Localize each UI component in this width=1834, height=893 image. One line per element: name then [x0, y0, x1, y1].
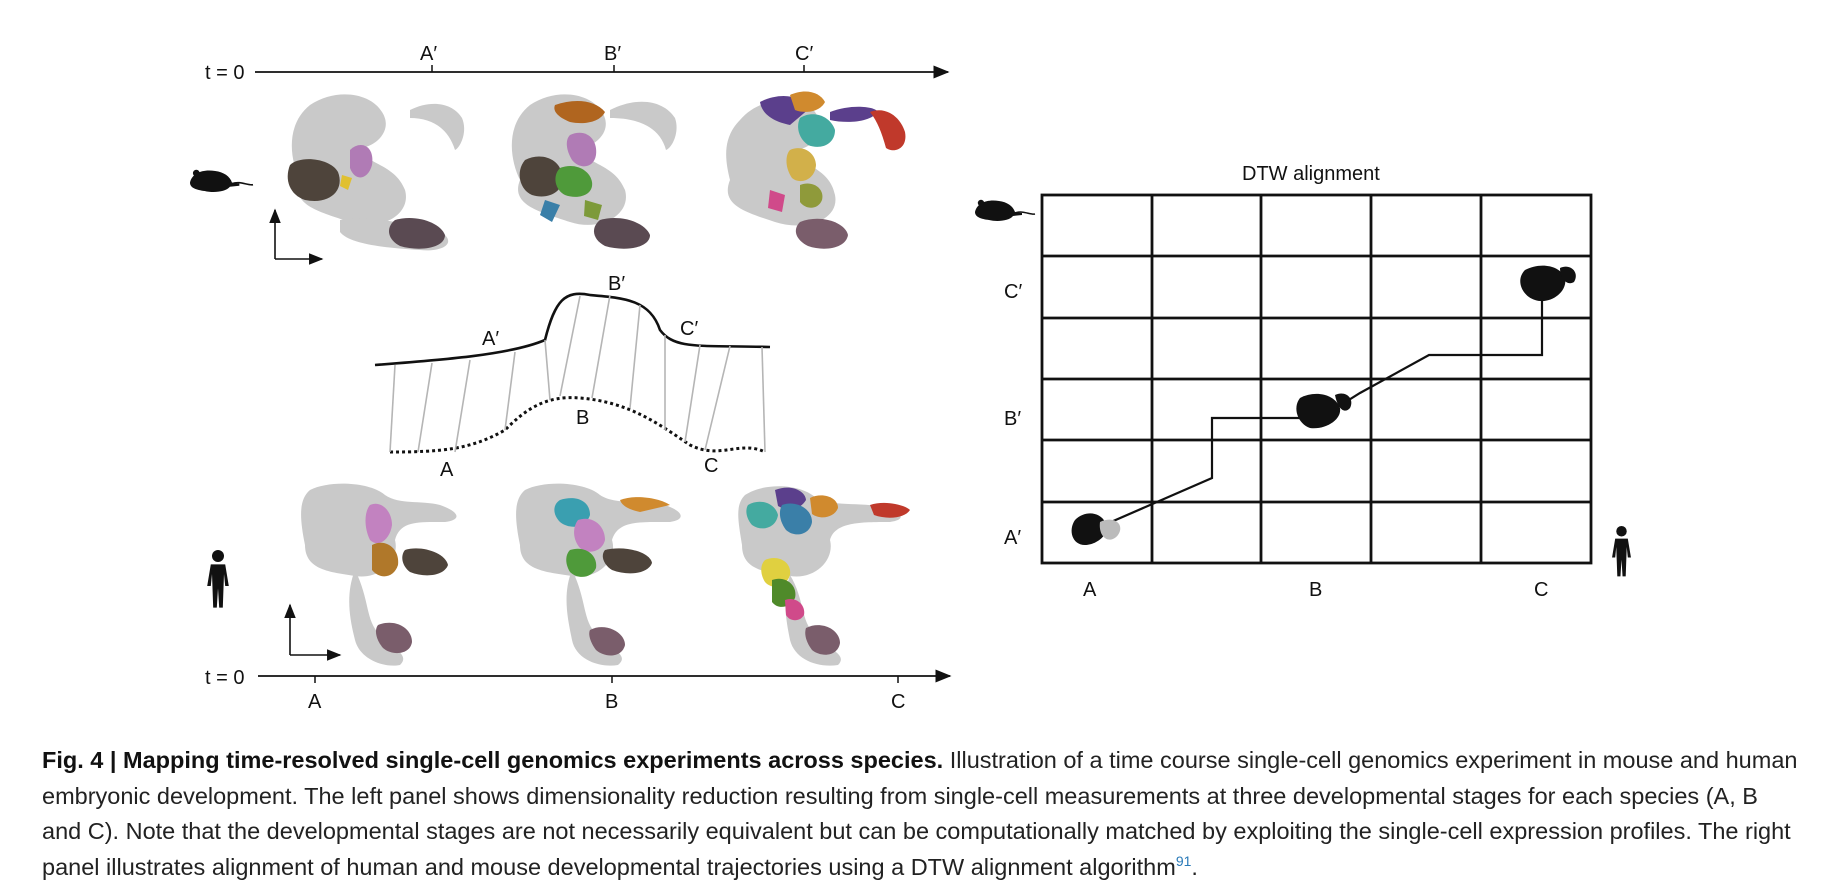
- dtw-grid: [1040, 193, 1593, 565]
- curve-label-b: B: [576, 407, 589, 429]
- human-umap-b: [516, 483, 681, 666]
- top-axis-label-c-prime: C′: [795, 43, 813, 65]
- dtw-title: DTW alignment: [1242, 163, 1380, 185]
- dtw-row-label-a-prime: A′: [1004, 527, 1021, 549]
- curve-label-a-prime: A′: [482, 328, 499, 350]
- mouse-icon-right: [974, 199, 1036, 222]
- curve-label-c-prime: C′: [680, 318, 698, 340]
- human-icon: [207, 550, 229, 608]
- caption-label: Fig. 4 | Mapping time-resolved single-ce…: [42, 747, 944, 773]
- mouse-umap-c-prime: [726, 91, 906, 249]
- human-umap-a: [301, 483, 457, 666]
- dtw-row-label-b-prime: B′: [1004, 408, 1021, 430]
- caption-end: .: [1191, 853, 1198, 880]
- curve-label-b-prime: B′: [608, 273, 625, 295]
- bottom-axis-label-b: B: [605, 691, 618, 713]
- bottom-embedding-axes: [284, 603, 342, 661]
- curve-label-a: A: [440, 459, 454, 481]
- mouse-umap-b-prime: [511, 94, 677, 249]
- bottom-axis-origin-label: t = 0: [205, 667, 244, 689]
- top-axis-origin-label: t = 0: [205, 62, 244, 84]
- bottom-axis-label-c: C: [891, 691, 905, 713]
- figure-graphic: t = 0 A′ B′ C′: [189, 43, 1631, 713]
- bottom-time-axis: t = 0 A B C: [205, 667, 952, 713]
- top-time-axis: t = 0 A′ B′ C′: [205, 43, 950, 84]
- dtw-col-label-c: C: [1534, 579, 1548, 601]
- top-axis-label-b-prime: B′: [604, 43, 621, 65]
- dtw-col-label-a: A: [1083, 579, 1097, 601]
- human-umap-c: [738, 486, 910, 666]
- bottom-axis-label-a: A: [308, 691, 322, 713]
- mouse-umap-a-prime: [287, 94, 465, 251]
- curve-label-c: C: [704, 455, 718, 477]
- caption-text: Illustration of a time course single-cel…: [42, 747, 1798, 880]
- alignment-curves: A′ B′ C′ A B C: [374, 273, 771, 481]
- dtw-embedding-glyphs: [1071, 265, 1576, 545]
- figure-caption: Fig. 4 | Mapping time-resolved single-ce…: [42, 743, 1802, 885]
- mouse-icon: [189, 169, 254, 193]
- dtw-col-label-b: B: [1309, 579, 1322, 601]
- citation-link[interactable]: 91: [1175, 852, 1192, 869]
- top-embedding-axes: [269, 208, 324, 265]
- top-axis-label-a-prime: A′: [420, 43, 437, 65]
- human-icon-right: [1612, 526, 1631, 577]
- dtw-row-label-c-prime: C′: [1004, 281, 1022, 303]
